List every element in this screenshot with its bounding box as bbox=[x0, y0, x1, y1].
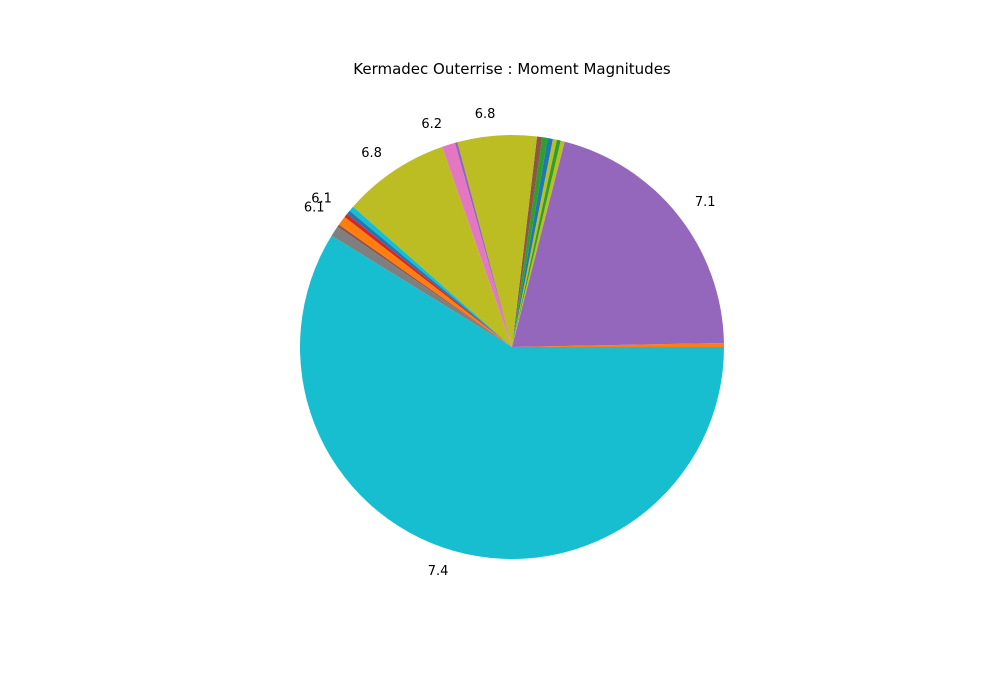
pie-slice-7 bbox=[512, 136, 543, 347]
pie-slice-12 bbox=[349, 206, 512, 347]
pie-slice-label-8: 6.8 bbox=[475, 107, 496, 122]
pie-slice-label-15: 6.1 bbox=[304, 201, 325, 216]
pie-slice-label-18: 7.4 bbox=[428, 564, 449, 579]
pie-slice-17 bbox=[331, 226, 512, 347]
pie-slice-15 bbox=[338, 217, 512, 347]
pie-slice-2 bbox=[512, 140, 565, 347]
pie-slice-4 bbox=[512, 138, 557, 347]
pie-slice-label-1: 7.1 bbox=[695, 195, 716, 210]
pie-slice-9 bbox=[454, 142, 512, 347]
pie-slice-13 bbox=[347, 210, 512, 347]
pie-slice-3 bbox=[512, 139, 561, 347]
chart-title: Kermadec Outerrise : Moment Magnitudes bbox=[353, 60, 671, 78]
pie-slice-16 bbox=[337, 224, 512, 347]
pie-slice-11 bbox=[353, 146, 512, 347]
pie-slice-18 bbox=[300, 235, 724, 560]
pie-slice-label-10: 6.2 bbox=[421, 117, 442, 132]
pie-slice-1 bbox=[512, 141, 724, 347]
pie-slices bbox=[300, 134, 724, 560]
pie-slice-label-11: 6.8 bbox=[361, 146, 382, 161]
pie-slice-label-13: 6.1 bbox=[311, 191, 332, 206]
pie-slice-0 bbox=[512, 342, 724, 347]
pie-slice-10 bbox=[442, 142, 512, 347]
pie-slice-8 bbox=[457, 134, 538, 347]
pie-slice-14 bbox=[344, 213, 512, 347]
pie-slice-6 bbox=[512, 137, 548, 347]
pie-slice-5 bbox=[512, 138, 553, 347]
pie-labels: 7.1 6.8 6.2 6.8 6.16.1 7.4 bbox=[304, 107, 716, 579]
